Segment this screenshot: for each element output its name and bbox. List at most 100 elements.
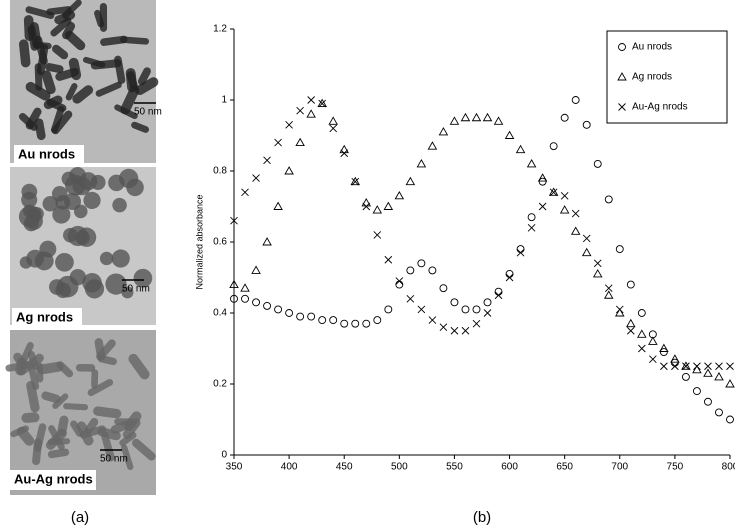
particle bbox=[69, 167, 87, 184]
particle bbox=[48, 279, 65, 295]
particle bbox=[45, 62, 64, 74]
marker bbox=[527, 213, 536, 222]
marker bbox=[361, 198, 372, 207]
marker bbox=[648, 336, 658, 345]
particle bbox=[114, 55, 126, 84]
marker bbox=[307, 96, 315, 104]
image-label: Au nrods bbox=[18, 146, 75, 161]
particle bbox=[63, 403, 89, 411]
x-tick-label: 700 bbox=[611, 462, 628, 473]
marker bbox=[329, 124, 338, 133]
particle bbox=[119, 431, 137, 447]
particle bbox=[5, 361, 32, 372]
particle bbox=[34, 251, 54, 271]
marker bbox=[617, 72, 627, 81]
particle bbox=[131, 438, 156, 461]
marker bbox=[615, 305, 624, 314]
particle bbox=[46, 6, 72, 16]
marker bbox=[251, 265, 261, 274]
marker bbox=[417, 305, 426, 314]
marker bbox=[351, 319, 360, 328]
particle bbox=[112, 197, 127, 213]
particle bbox=[52, 44, 69, 60]
particle bbox=[25, 6, 55, 19]
legend-label: Au-Ag nrods bbox=[632, 102, 688, 113]
particle bbox=[83, 191, 101, 210]
marker bbox=[483, 298, 492, 307]
particle bbox=[93, 406, 122, 419]
marker bbox=[383, 201, 394, 210]
particle bbox=[91, 369, 99, 389]
particle bbox=[52, 205, 71, 224]
particle bbox=[82, 273, 102, 293]
particle bbox=[34, 118, 46, 141]
particle bbox=[105, 273, 127, 295]
particle bbox=[19, 342, 34, 366]
marker bbox=[263, 301, 272, 310]
marker bbox=[681, 361, 691, 370]
legend bbox=[606, 30, 728, 124]
particle bbox=[125, 68, 138, 93]
particle bbox=[21, 412, 40, 423]
marker bbox=[306, 109, 316, 118]
y-tick-label: 0 bbox=[221, 450, 227, 461]
particle bbox=[18, 39, 31, 68]
particle bbox=[76, 421, 94, 446]
label-bg bbox=[10, 470, 96, 490]
y-tick-label: 0.6 bbox=[213, 237, 227, 248]
particle bbox=[90, 174, 106, 190]
marker bbox=[618, 43, 626, 51]
marker bbox=[439, 323, 448, 332]
particle bbox=[96, 339, 116, 361]
marker bbox=[241, 188, 249, 197]
marker bbox=[659, 343, 669, 352]
marker bbox=[296, 312, 305, 321]
marker bbox=[329, 316, 338, 325]
marker bbox=[395, 280, 404, 289]
marker bbox=[405, 176, 416, 186]
particle bbox=[100, 431, 115, 462]
particle bbox=[121, 444, 134, 471]
marker bbox=[439, 284, 448, 293]
particle bbox=[64, 193, 82, 211]
marker bbox=[263, 156, 271, 165]
x-tick-label: 500 bbox=[391, 462, 408, 473]
particle bbox=[25, 81, 51, 101]
marker bbox=[230, 216, 238, 225]
marker bbox=[483, 309, 492, 317]
particle bbox=[120, 85, 140, 115]
particle bbox=[95, 81, 122, 97]
marker bbox=[339, 144, 349, 154]
marker bbox=[692, 364, 702, 374]
label-bg bbox=[12, 308, 82, 328]
marker bbox=[482, 112, 493, 122]
marker bbox=[505, 270, 514, 278]
particle bbox=[94, 9, 105, 28]
marker bbox=[516, 245, 525, 254]
marker bbox=[461, 326, 470, 335]
marker bbox=[416, 158, 427, 168]
particle bbox=[114, 104, 138, 120]
marker bbox=[328, 116, 338, 125]
particle bbox=[32, 438, 42, 466]
marker bbox=[670, 354, 680, 363]
marker bbox=[592, 269, 603, 278]
marker bbox=[681, 372, 690, 381]
marker bbox=[284, 166, 294, 175]
marker bbox=[362, 202, 371, 211]
marker bbox=[715, 408, 723, 417]
marker bbox=[504, 130, 515, 139]
marker bbox=[372, 205, 383, 214]
marker bbox=[659, 348, 668, 356]
marker bbox=[660, 362, 668, 371]
marker bbox=[373, 231, 382, 239]
marker bbox=[406, 294, 415, 303]
marker bbox=[549, 188, 558, 197]
particle bbox=[23, 15, 35, 42]
marker bbox=[615, 245, 624, 254]
marker bbox=[715, 362, 723, 371]
particle bbox=[131, 121, 150, 133]
marker bbox=[273, 201, 283, 210]
x-tick-label: 400 bbox=[281, 462, 298, 473]
marker bbox=[560, 192, 569, 200]
